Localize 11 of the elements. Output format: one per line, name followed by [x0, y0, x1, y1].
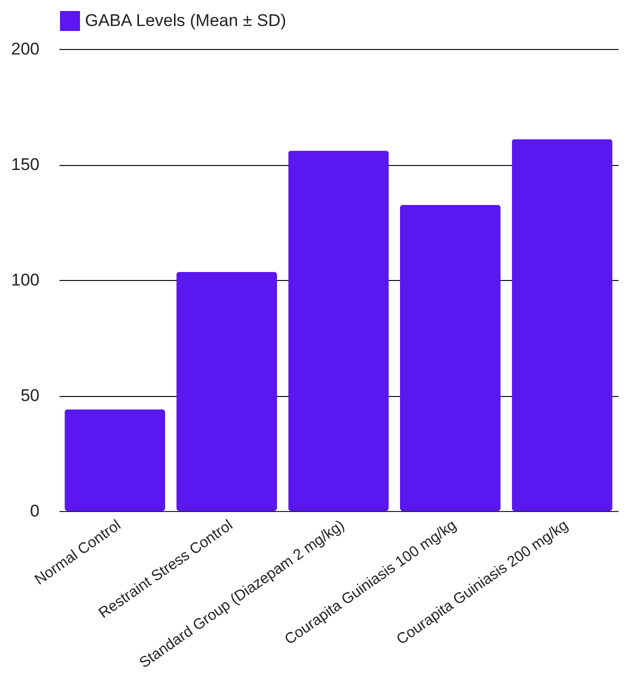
y-tick-label: 0	[30, 502, 40, 520]
bar	[512, 139, 612, 511]
bar	[64, 409, 166, 511]
y-tick-label: 100	[11, 270, 40, 290]
bar	[400, 204, 501, 511]
legend-label: GABA Levels (Mean ± SD)	[85, 11, 286, 30]
y-tick-label: 200	[11, 40, 40, 58]
bar	[288, 150, 389, 511]
bar	[176, 272, 278, 511]
y-tick-label: 150	[11, 155, 40, 174]
y-tick-label: 50	[20, 386, 40, 405]
